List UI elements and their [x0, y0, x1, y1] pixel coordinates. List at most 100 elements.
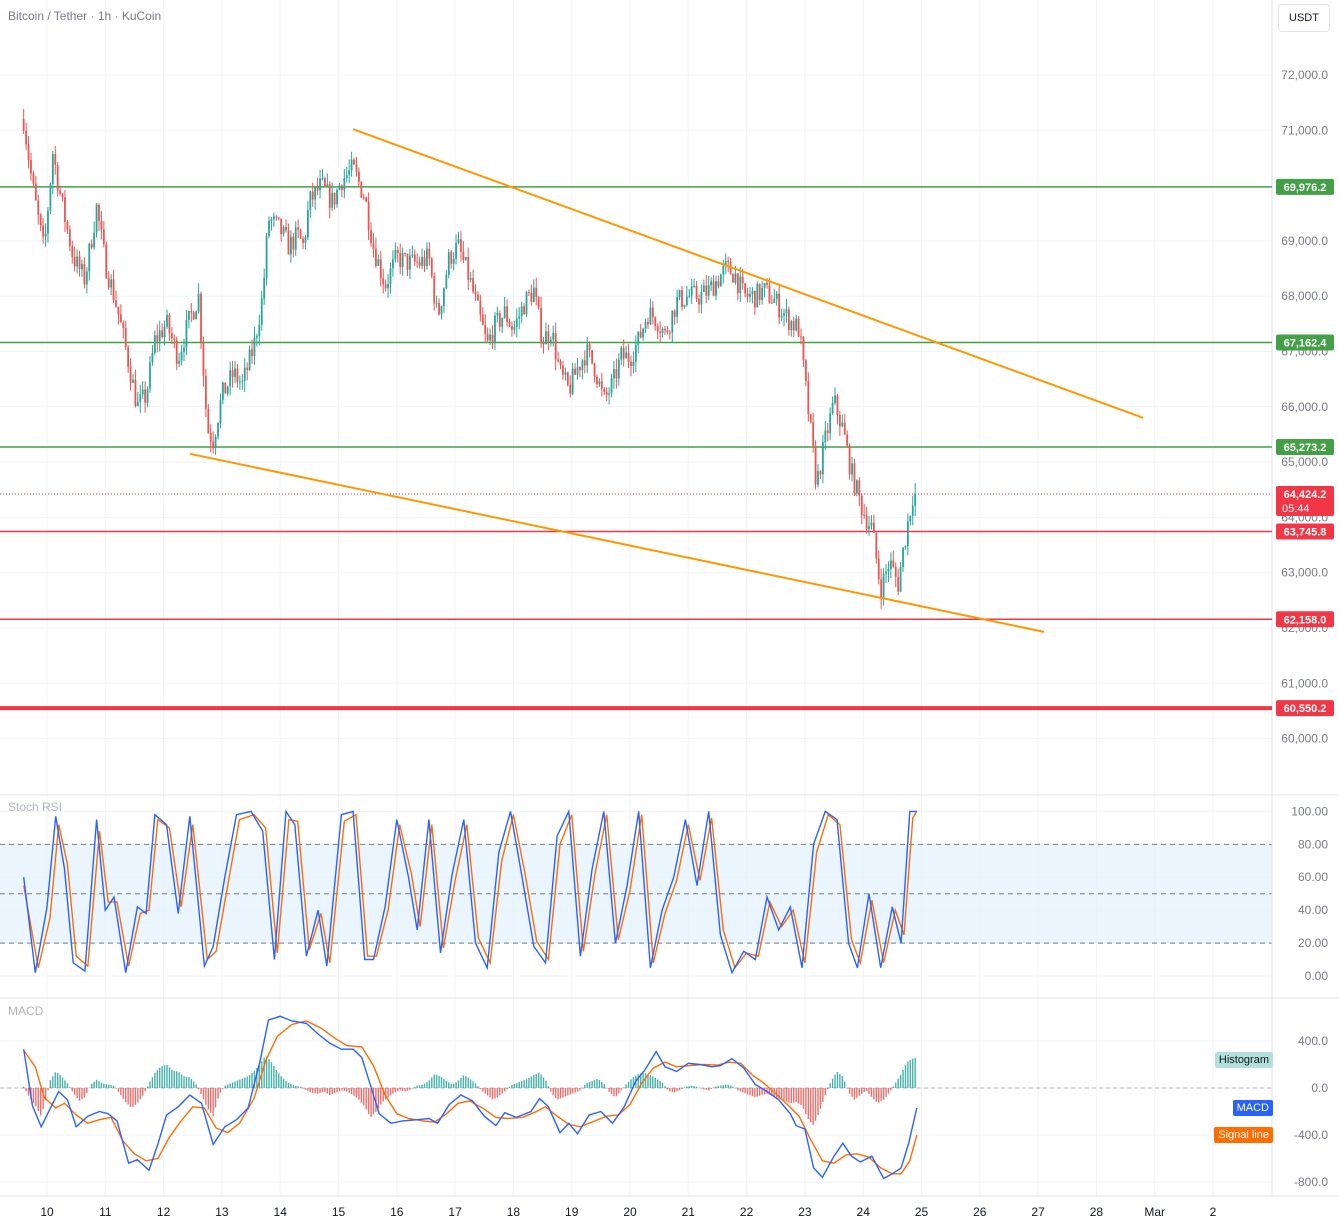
macd-histogram-bar — [861, 1088, 863, 1094]
candle-body — [843, 422, 846, 435]
candle-body — [124, 327, 127, 348]
candle-body — [285, 227, 287, 231]
candle-body — [141, 389, 144, 395]
macd-histogram-bar — [265, 1056, 268, 1088]
time-tick-label: 11 — [99, 1205, 112, 1219]
macd-histogram-bar — [506, 1088, 508, 1090]
macd-histogram-bar — [307, 1088, 309, 1091]
macd-histogram-bar — [700, 1088, 703, 1089]
candle-body — [445, 274, 448, 289]
macd-histogram-bar — [664, 1086, 666, 1088]
candle-body — [491, 334, 494, 342]
macd-histogram-bar — [190, 1078, 192, 1088]
grid-lines — [0, 0, 1272, 1196]
candle-body — [338, 185, 341, 190]
candle-body — [243, 367, 246, 381]
macd-histogram-bar — [217, 1088, 219, 1099]
candle-body — [25, 130, 28, 145]
candle-body — [511, 326, 513, 330]
macd-histogram-bar — [554, 1088, 557, 1098]
candle-body — [277, 217, 280, 219]
macd-histogram-bar — [814, 1088, 817, 1121]
macd-histogram-bar — [69, 1087, 71, 1088]
price-axis-tick-label: 71,000.0 — [1281, 123, 1328, 137]
candle-body — [535, 287, 538, 297]
candle-body — [685, 296, 688, 305]
countdown-label: 05:44 — [1282, 503, 1310, 515]
macd-histogram-bar — [885, 1088, 887, 1097]
candle-body — [683, 304, 686, 307]
candle-body — [362, 197, 365, 199]
candle-body — [863, 514, 866, 516]
candle-body — [379, 259, 382, 279]
macd-histogram-bar — [603, 1084, 605, 1088]
time-tick-label: 27 — [1031, 1205, 1045, 1219]
macd-histogram-bar — [435, 1074, 438, 1088]
macd-histogram-bar — [763, 1088, 766, 1095]
candle-body — [734, 273, 737, 283]
time-tick-label: 21 — [682, 1205, 696, 1219]
candle-body — [899, 567, 902, 592]
macd-histogram-bar — [56, 1073, 59, 1088]
macd-histogram-bar — [588, 1081, 591, 1088]
candle-body — [620, 347, 623, 360]
price-axis-tick-label: 60,000.0 — [1281, 732, 1328, 746]
candle-body — [353, 159, 355, 165]
macd-histogram-bar — [858, 1088, 861, 1096]
candle-body — [435, 302, 438, 304]
candle-body — [163, 326, 166, 338]
currency-button[interactable]: USDT — [1278, 4, 1330, 32]
candle-body — [892, 560, 895, 567]
macd-histogram-bar — [654, 1078, 656, 1088]
macd-histogram-bar — [698, 1087, 700, 1089]
candle-body — [32, 173, 35, 184]
macd-histogram-bar — [273, 1066, 275, 1088]
candle-body — [557, 359, 559, 362]
macd-histogram-bar — [817, 1088, 819, 1116]
price-level-label: 60,550.2 — [1284, 703, 1327, 715]
candle-body — [807, 380, 810, 415]
macd-histogram-bar — [659, 1080, 661, 1088]
macd-histogram-bar — [176, 1071, 178, 1088]
horizontal-levels — [0, 186, 1272, 711]
macd-histogram-bar — [627, 1081, 630, 1088]
macd-histogram-bar — [681, 1088, 683, 1089]
macd-histogram-bar — [598, 1079, 601, 1088]
candle-body — [858, 480, 861, 496]
macd-histogram-bar — [567, 1088, 569, 1096]
candle-body — [768, 284, 771, 303]
macd-histogram-bar — [472, 1081, 474, 1088]
time-tick-label: 22 — [740, 1205, 754, 1219]
candle-body — [66, 221, 69, 230]
candle-body — [51, 154, 54, 184]
candle-body — [90, 243, 93, 248]
macd-histogram-bar — [326, 1088, 329, 1094]
macd-histogram-bar — [785, 1088, 788, 1102]
price-axis-tick-label: 72,000.0 — [1281, 68, 1328, 82]
macd-histogram-bar — [22, 1086, 25, 1088]
candle-body — [749, 294, 751, 297]
time-tick-label: 26 — [973, 1205, 987, 1219]
candle-body — [110, 279, 113, 288]
macd-histogram-bar — [622, 1087, 625, 1088]
macd-histogram-bar — [880, 1088, 882, 1102]
candle-body — [615, 369, 618, 379]
candle-body — [212, 441, 215, 449]
macd-axis-tick-label: 400.0 — [1298, 1034, 1328, 1048]
candle-body — [520, 306, 523, 317]
macd-histogram-bar — [511, 1085, 513, 1088]
candle-body — [399, 253, 402, 267]
macd-histogram-bar — [807, 1088, 810, 1120]
candle-body — [785, 309, 788, 314]
price-level-tag — [1276, 178, 1334, 195]
macd-histogram-bar — [552, 1088, 554, 1096]
candle-body — [452, 258, 455, 264]
macd-histogram-bar — [438, 1075, 440, 1088]
candle-body — [433, 276, 436, 304]
macd-histogram-bar — [897, 1078, 899, 1088]
time-tick-label: 12 — [157, 1205, 171, 1219]
candle-body — [336, 189, 338, 205]
macd-histogram-bar — [431, 1077, 433, 1088]
candle-body — [894, 566, 897, 577]
